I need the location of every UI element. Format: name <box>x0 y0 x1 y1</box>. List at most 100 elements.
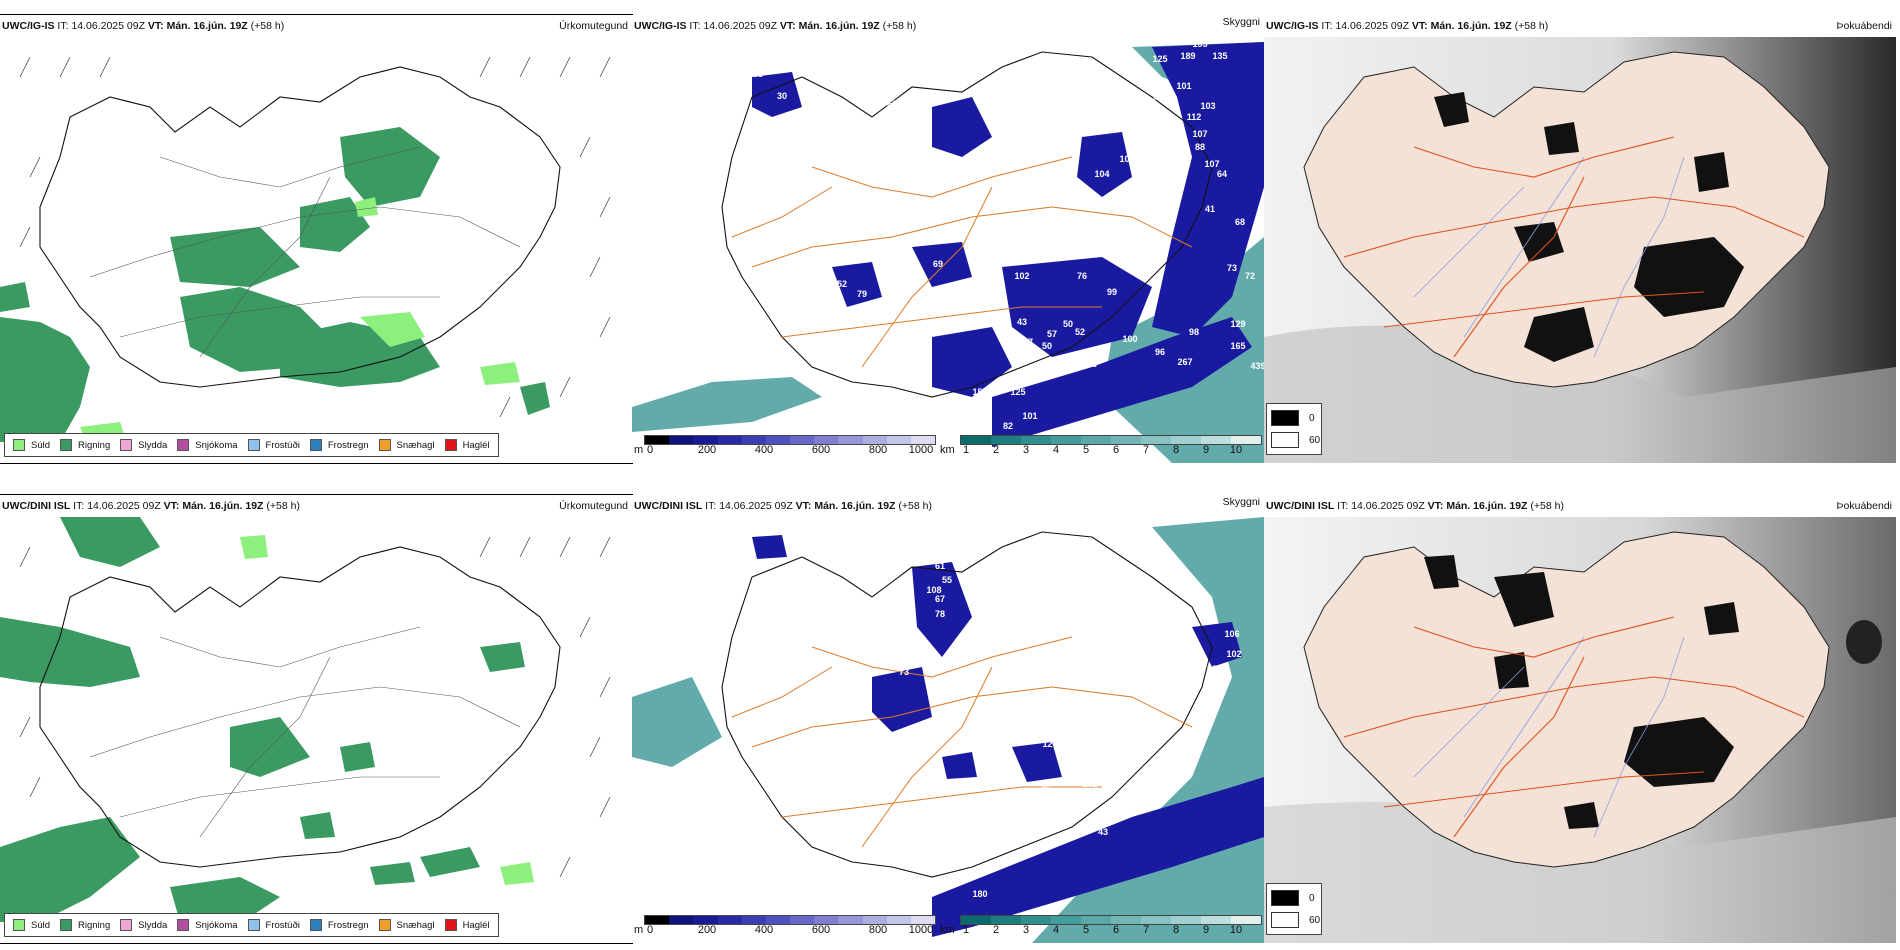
legend-swatch <box>60 439 73 451</box>
fog-area-northwest <box>1424 555 1459 589</box>
visibility-panel-row2: UWC/DINI ISL IT: 14.06.2025 09Z VT: Mán.… <box>632 495 1264 943</box>
visibility-scale-segment <box>1171 916 1201 924</box>
cloud-base-label: 50 <box>1063 319 1073 329</box>
drizzle-area-2 <box>500 862 534 885</box>
panel-header: UWC/DINI ISL IT: 14.06.2025 09Z VT: Mán.… <box>1264 495 1896 517</box>
roads <box>89 146 521 358</box>
fog-swatch-dark <box>1271 410 1299 426</box>
cloud-base-label: 68 <box>727 124 737 134</box>
cloud-scale-segment <box>669 436 694 444</box>
legend-swatch <box>13 439 25 451</box>
wind-barbs <box>19 536 611 878</box>
panel-title: Skyggni <box>1222 16 1260 28</box>
cloud-base-label: 52 <box>837 279 847 289</box>
fog-area-north-2 <box>1544 122 1579 155</box>
rivers <box>1413 156 1685 358</box>
cloud-base-label: 55 <box>895 399 905 409</box>
visibility-scale-segment <box>1081 916 1111 924</box>
cloud-base-label: 67 <box>1023 337 1033 347</box>
cloud-base-label: 150 <box>972 387 987 397</box>
legend-label: Rigning <box>78 919 111 931</box>
cloud-scale-segment <box>838 436 863 444</box>
cloud-base-label: 43 <box>935 404 945 414</box>
visibility-scale-segment <box>1111 436 1141 444</box>
fog-index-panel-row2: UWC/DINI ISL IT: 14.06.2025 09Z VT: Mán.… <box>1264 495 1896 943</box>
init-time: 14.06.2025 09Z <box>719 500 793 512</box>
cloud-scale-segment <box>790 436 815 444</box>
cloud-area-south <box>942 752 977 779</box>
lead-time: (+58 h) <box>882 20 917 32</box>
fog-index-map <box>1264 517 1896 943</box>
sea-visibility-southwest <box>632 377 822 432</box>
cloud-base-label: 104 <box>1094 169 1109 179</box>
panel-title: Skyggni <box>1222 496 1260 508</box>
fog-swatch-light <box>1271 432 1299 448</box>
cloud-base-label: 50 <box>1042 341 1052 351</box>
visibility-scale-segment <box>1021 436 1051 444</box>
cloud-base-label: 101 <box>1176 81 1191 91</box>
cloud-base-label: 107 <box>1192 129 1207 139</box>
cloud-base-label: 108 <box>944 659 959 669</box>
drizzle-areas <box>240 535 534 885</box>
precip-type-panel-row1: UWC/IG-IS IT: 14.06.2025 09Z VT: Mán. 16… <box>0 14 633 464</box>
cloud-base-label: 43 <box>1098 827 1108 837</box>
rain-area-midsouth <box>300 812 335 839</box>
cloud-area-south-sea <box>932 777 1264 937</box>
roads <box>89 626 521 838</box>
cloud-scale-segment <box>669 916 694 924</box>
panel-title: Úrkomutegund <box>559 20 628 32</box>
precip-map <box>0 517 611 922</box>
legend-label: Slydda <box>138 439 168 451</box>
cloud-scale-segment <box>765 436 791 444</box>
legend-label: Snjókoma <box>195 919 238 931</box>
cloud-scale-segment <box>910 436 936 444</box>
cloud-base-label: 48 <box>922 365 932 375</box>
legend-label: Súld <box>31 919 51 931</box>
roads <box>731 156 1193 368</box>
visibility-scale-segment <box>991 436 1021 444</box>
rivers <box>1413 636 1685 838</box>
legend-item-snjókoma: Snjókoma <box>177 919 238 931</box>
cloud-base-label: 141 <box>1104 814 1119 824</box>
visibility-scale-segment <box>1051 916 1081 924</box>
visibility-unit: km <box>940 444 955 456</box>
fog-area-southeast <box>1624 717 1734 787</box>
cloud-scale-segment <box>886 916 911 924</box>
iceland-coastline <box>39 546 561 868</box>
cloud-base-label: 102 <box>1226 649 1241 659</box>
legend-swatch <box>444 439 457 451</box>
cloud-scale-segment <box>862 436 887 444</box>
cloud-scale-segment <box>645 916 670 924</box>
fog-index-legend: 0 60 <box>1266 403 1322 455</box>
cloud-base-label: 76 <box>1197 717 1207 727</box>
legend-label: Slydda <box>138 919 168 931</box>
cloud-base-label: 209 <box>909 311 924 321</box>
fog-areas <box>1424 555 1739 829</box>
visibility-scale-segment <box>1201 436 1231 444</box>
cloud-area-central <box>1012 742 1062 782</box>
rain-area-northwest <box>300 197 370 252</box>
wind-barbs <box>19 56 611 418</box>
cloud-base-label: 3 <box>1126 189 1131 199</box>
legend-item-haglél: Haglél <box>444 919 490 931</box>
cloud-scale-segment <box>717 436 742 444</box>
legend-item-súld: Súld <box>13 919 50 931</box>
legend-swatch <box>60 919 73 931</box>
cloud-base-label: 99 <box>1147 709 1157 719</box>
cloud-base-label: 82 <box>1003 421 1013 431</box>
fog-sea-band <box>1264 802 1896 943</box>
cloud-base-label: 125 <box>1010 387 1025 397</box>
valid-time: Mán. 16.jún. 19Z <box>814 500 896 512</box>
cloud-base-label: 120 <box>1042 739 1057 749</box>
cloud-area-west <box>872 667 932 732</box>
visibility-scale-segment <box>1021 916 1051 924</box>
cloud-base-label: 73 <box>1207 664 1217 674</box>
visibility-scale-segment <box>1111 916 1141 924</box>
cloud-base-label: 57 <box>1047 329 1057 339</box>
cloud-scale-segment <box>862 916 887 924</box>
cloud-scale-segment <box>741 436 766 444</box>
cloud-base-label: 41 <box>1205 204 1215 214</box>
iceland-coastline <box>721 531 1213 878</box>
cloud-base-label: 55 <box>942 575 952 585</box>
